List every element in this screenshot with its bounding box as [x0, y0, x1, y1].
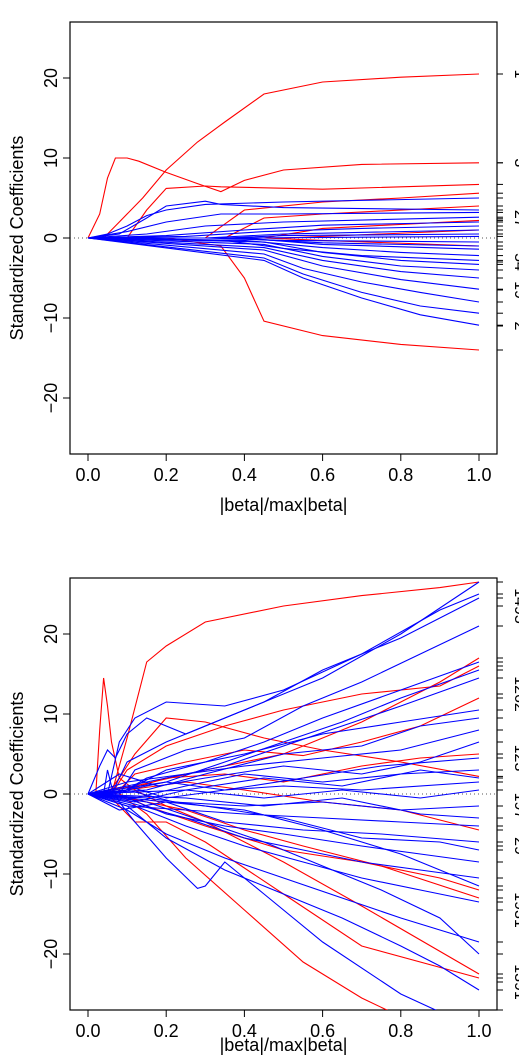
y-tick-label: 10	[41, 148, 61, 168]
x-tick-label: 0.8	[388, 465, 413, 485]
x-tick-label: 1.0	[466, 1021, 491, 1041]
series-line-red-5	[88, 665, 480, 795]
coefficient-path-chart-bottom: 0.0 0.2 0.4 0.6 0.8 1.0 −20 −10 0 10 20 1495 1262 123…	[7, 577, 519, 1055]
right-axis-label: 1391	[511, 964, 519, 1000]
series-line-blue-40	[87, 793, 480, 819]
series-line-red-1	[87, 157, 480, 239]
y-tick-label: −20	[41, 383, 61, 414]
series-line-blue-31	[87, 793, 480, 903]
y-axis-label: Standardized Coefficients	[7, 692, 27, 897]
y-tick-label: 0	[41, 789, 61, 799]
y-tick-label: 0	[41, 233, 61, 243]
right-axis-label: 27	[511, 210, 519, 228]
y-tick-label: 20	[41, 68, 61, 88]
axis-layer: 0.0 0.2 0.4 0.6 0.8 1.0 −20 −10 0 10 20 1 3 27 54 19 2	[41, 68, 519, 485]
series-line-blue-10	[87, 200, 480, 239]
right-axis-label: 123	[511, 745, 519, 772]
series-line-red-3	[88, 183, 480, 239]
y-tick-label: −10	[41, 303, 61, 334]
series-line-blue-26	[87, 237, 480, 290]
right-axis-label: 29	[511, 837, 519, 855]
coefficient-path-chart-top: 0.0 0.2 0.4 0.6 0.8 1.0 −20 −10 0 10 20 1 3 27 54 19 2 |…	[7, 21, 519, 515]
right-axis-label: 1931	[511, 892, 519, 928]
series-line-blue-29	[87, 237, 480, 326]
series-line-blue-14	[88, 593, 480, 795]
series-line-blue-23	[87, 237, 480, 265]
series-line-blue-37	[87, 669, 480, 795]
x-tick-label: 1.0	[466, 465, 491, 485]
x-tick-label: 0.2	[154, 465, 179, 485]
right-axis-label: 1495	[511, 588, 519, 624]
series-line-blue-28	[87, 237, 480, 314]
series-line-blue-30	[87, 793, 480, 879]
x-axis-label: |beta|/max|beta|	[220, 495, 348, 515]
series-line-red-8	[87, 753, 480, 795]
series-line-blue-25	[87, 789, 480, 803]
right-axis-label: 1	[511, 70, 519, 79]
right-axis-label: 54	[511, 253, 519, 271]
right-axis-label: 2	[511, 322, 519, 331]
y-tick-label: 20	[41, 624, 61, 644]
right-axis-label: 197	[511, 793, 519, 820]
series-line-blue-20	[88, 237, 480, 250]
x-tick-label: 0.6	[310, 1021, 335, 1041]
series-line-red-4	[88, 793, 389, 1010]
series-line-blue-9	[87, 197, 480, 239]
series-line-blue-17	[88, 661, 480, 795]
x-tick-label: 0.0	[75, 465, 100, 485]
series-line-blue-25	[87, 237, 480, 279]
y-tick-label: 10	[41, 704, 61, 724]
x-tick-label: 0.2	[154, 1021, 179, 1041]
series-line-blue-12	[88, 769, 437, 1010]
series-line-blue-13	[87, 581, 480, 795]
series-line-blue-36	[87, 793, 480, 851]
series-line-blue-24	[87, 237, 480, 271]
series-line-blue-18	[87, 677, 480, 795]
series-line-red-0	[88, 73, 480, 239]
x-axis-label: |beta|/max|beta|	[220, 1035, 348, 1055]
series-line-blue-14	[87, 225, 480, 239]
series-line-blue-12	[87, 216, 480, 239]
series-group	[70, 581, 497, 1010]
series-line-blue-34	[87, 793, 480, 955]
y-axis-label: Standardized Coefficients	[7, 136, 27, 341]
series-layer	[70, 73, 497, 351]
series-line-blue-38	[87, 793, 480, 887]
series-line-blue-35	[87, 717, 480, 795]
series-line-blue-13	[87, 221, 480, 239]
series-line-blue-20	[87, 729, 480, 795]
series-group	[70, 73, 497, 351]
series-line-red-1	[88, 677, 480, 975]
series-line-blue-39	[87, 769, 480, 795]
x-tick-label: 0.4	[232, 1021, 257, 1041]
right-axis-label: 19	[511, 281, 519, 299]
series-line-red-7	[88, 793, 480, 891]
right-axis-label: 1262	[511, 676, 519, 712]
series-line-blue-11	[87, 211, 480, 239]
x-tick-label: 0.8	[388, 1021, 413, 1041]
series-line-blue-15	[88, 597, 480, 795]
x-tick-label: 0.0	[75, 1021, 100, 1041]
series-layer	[70, 581, 497, 1010]
series-line-blue-33	[87, 793, 480, 991]
y-tick-label: −20	[41, 939, 61, 970]
series-line-blue-28	[87, 793, 480, 843]
series-line-blue-27	[87, 237, 480, 303]
series-line-blue-32	[87, 793, 480, 943]
x-tick-label: 0.6	[310, 465, 335, 485]
y-tick-label: −10	[41, 859, 61, 890]
series-line-blue-22	[87, 757, 480, 795]
right-axis-label: 3	[511, 158, 519, 167]
x-tick-label: 0.4	[232, 465, 257, 485]
axis-layer: 0.0 0.2 0.4 0.6 0.8 1.0 −20 −10 0 10 20 1495 1262 123…	[41, 581, 519, 1041]
series-line-blue-24	[87, 781, 480, 799]
